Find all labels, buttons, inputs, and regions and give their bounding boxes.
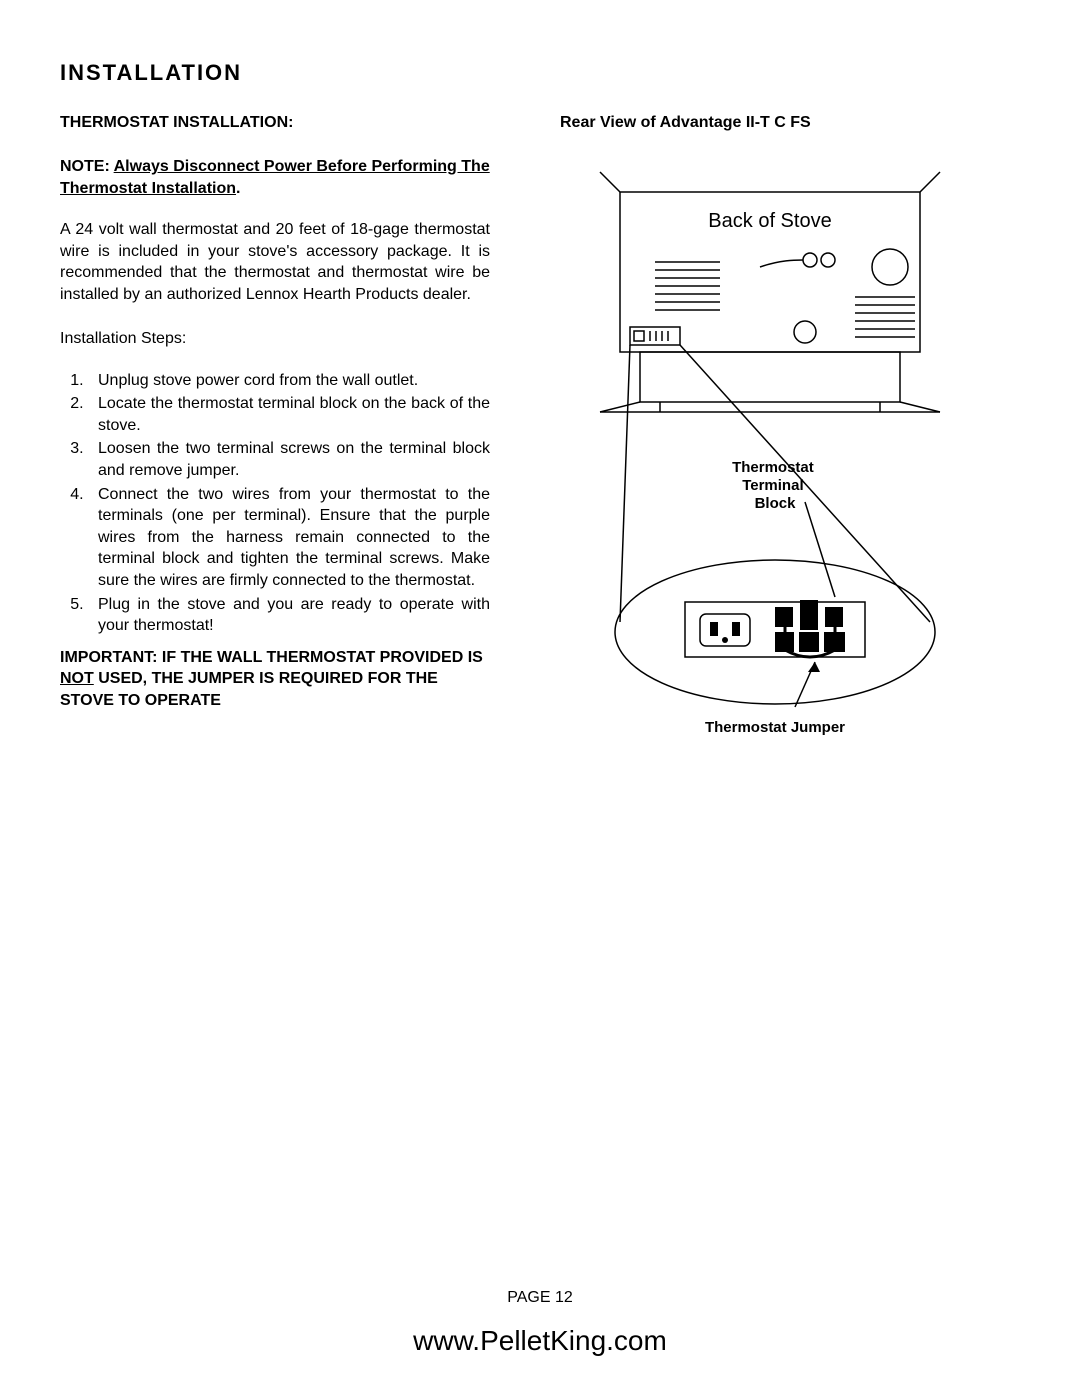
two-column-layout: THERMOSTAT INSTALLATION: NOTE: Always Di… xyxy=(60,114,1020,757)
left-column: THERMOSTAT INSTALLATION: NOTE: Always Di… xyxy=(60,114,490,757)
intro-paragraph: A 24 volt wall thermostat and 20 feet of… xyxy=(60,219,490,305)
note-underline-text: Always Disconnect Power Before Performin… xyxy=(60,158,490,197)
website-url: www.PelletKing.com xyxy=(0,1325,1080,1357)
thermostat-install-subhead: THERMOSTAT INSTALLATION: xyxy=(60,114,490,132)
diagram-terminal-label-2: Terminal xyxy=(742,477,803,494)
important-underline-text: NOT xyxy=(60,670,94,687)
diagram-terminal-label-3: Block xyxy=(755,495,797,512)
diagram-terminal-label-1: Thermostat xyxy=(732,459,814,476)
stove-diagram: Back of Stove xyxy=(560,152,990,752)
step-item: Loosen the two terminal screws on the te… xyxy=(88,438,490,481)
diagram-title: Rear View of Advantage II-T C FS xyxy=(560,114,990,132)
important-suffix: USED, THE JUMPER IS REQUIRED FOR THE STO… xyxy=(60,670,438,709)
safety-note: NOTE: Always Disconnect Power Before Per… xyxy=(60,156,490,199)
diagram-back-label: Back of Stove xyxy=(708,210,831,232)
page-number: PAGE 12 xyxy=(0,1289,1080,1307)
page: INSTALLATION THERMOSTAT INSTALLATION: NO… xyxy=(0,0,1080,1397)
diagram-jumper-label: Thermostat Jumper xyxy=(705,719,845,736)
installation-steps-list: Unplug stove power cord from the wall ou… xyxy=(60,370,490,637)
section-heading: INSTALLATION xyxy=(60,60,1020,86)
step-item: Connect the two wires from your thermost… xyxy=(88,484,490,592)
installation-steps-label: Installation Steps: xyxy=(60,330,490,348)
step-item: Plug in the stove and you are ready to o… xyxy=(88,594,490,637)
step-item: Locate the thermostat terminal block on … xyxy=(88,393,490,436)
note-suffix: . xyxy=(236,180,240,197)
note-prefix: NOTE: xyxy=(60,158,114,175)
step-item: Unplug stove power cord from the wall ou… xyxy=(88,370,490,392)
important-notice: IMPORTANT: IF THE WALL THERMOSTAT PROVID… xyxy=(60,647,490,712)
right-column: Rear View of Advantage II-T C FS Back of… xyxy=(560,114,990,757)
important-prefix: IMPORTANT: IF THE WALL THERMOSTAT PROVID… xyxy=(60,649,483,666)
